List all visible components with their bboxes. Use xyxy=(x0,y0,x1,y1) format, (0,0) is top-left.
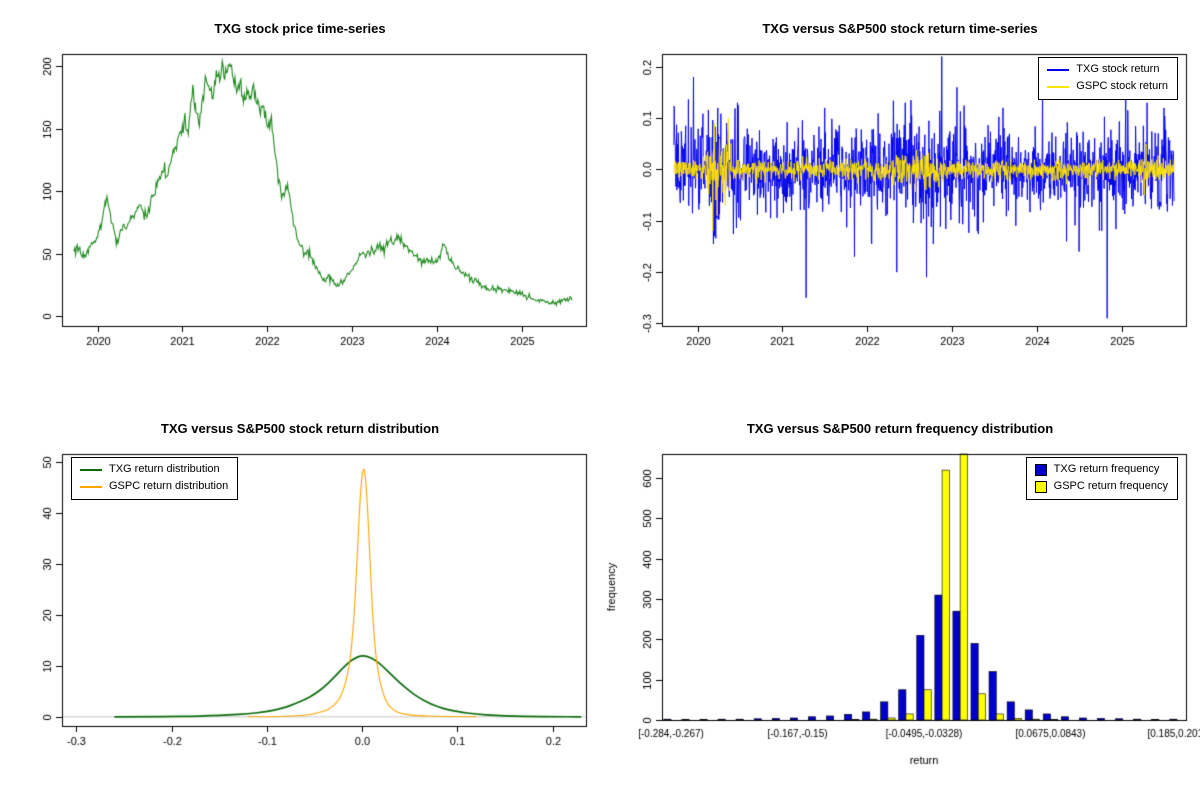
panel-return-timeseries: TXG versus S&P500 stock return time-seri… xyxy=(600,0,1200,400)
legend-label: GSPC return frequency xyxy=(1053,480,1168,492)
legend-label: GSPC return distribution xyxy=(109,480,229,492)
legend-item-gspc-return: GSPC stock return xyxy=(1047,78,1168,95)
returns-chart-canvas xyxy=(600,40,1200,400)
histogram-chart-title: TXG versus S&P500 return frequency distr… xyxy=(746,421,1054,436)
legend-item-txg-distribution: TXG return distribution xyxy=(80,461,228,478)
legend-item-gspc-frequency: GSPC return frequency xyxy=(1034,478,1168,495)
legend-label: TXG return frequency xyxy=(1053,463,1160,475)
legend-item-txg-frequency: TXG return frequency xyxy=(1034,461,1168,478)
density-chart-canvas xyxy=(0,440,600,800)
txg-frequency-swatch xyxy=(1034,463,1047,476)
histogram-chart-canvas xyxy=(600,440,1200,800)
legend-label: TXG return distribution xyxy=(109,463,220,475)
txg-distribution-line-key xyxy=(80,468,102,471)
panel-return-frequency: TXG versus S&P500 return frequency distr… xyxy=(600,400,1200,800)
legend-item-gspc-distribution: GSPC return distribution xyxy=(80,478,228,495)
legend-item-txg-return: TXG stock return xyxy=(1047,61,1168,78)
histogram-legend: TXG return frequency GSPC return frequen… xyxy=(1025,457,1178,500)
gspc-frequency-swatch xyxy=(1034,480,1047,493)
density-chart-title: TXG versus S&P500 stock return distribut… xyxy=(160,421,440,436)
txg-return-line-key xyxy=(1047,68,1070,71)
returns-chart-title: TXG versus S&P500 stock return time-seri… xyxy=(762,21,1038,36)
gspc-distribution-line-key xyxy=(80,485,102,488)
panel-return-distribution: TXG versus S&P500 stock return distribut… xyxy=(0,400,600,800)
returns-legend: TXG stock return GSPC stock return xyxy=(1038,57,1178,100)
price-chart-canvas xyxy=(0,40,600,400)
panel-price-timeseries: TXG stock price time-series xyxy=(0,0,600,400)
gspc-return-line-key xyxy=(1047,85,1070,88)
price-chart-title: TXG stock price time-series xyxy=(214,21,386,36)
legend-label: GSPC stock return xyxy=(1076,80,1168,92)
legend-label: TXG stock return xyxy=(1076,63,1160,75)
density-legend: TXG return distribution GSPC return dist… xyxy=(71,457,239,500)
